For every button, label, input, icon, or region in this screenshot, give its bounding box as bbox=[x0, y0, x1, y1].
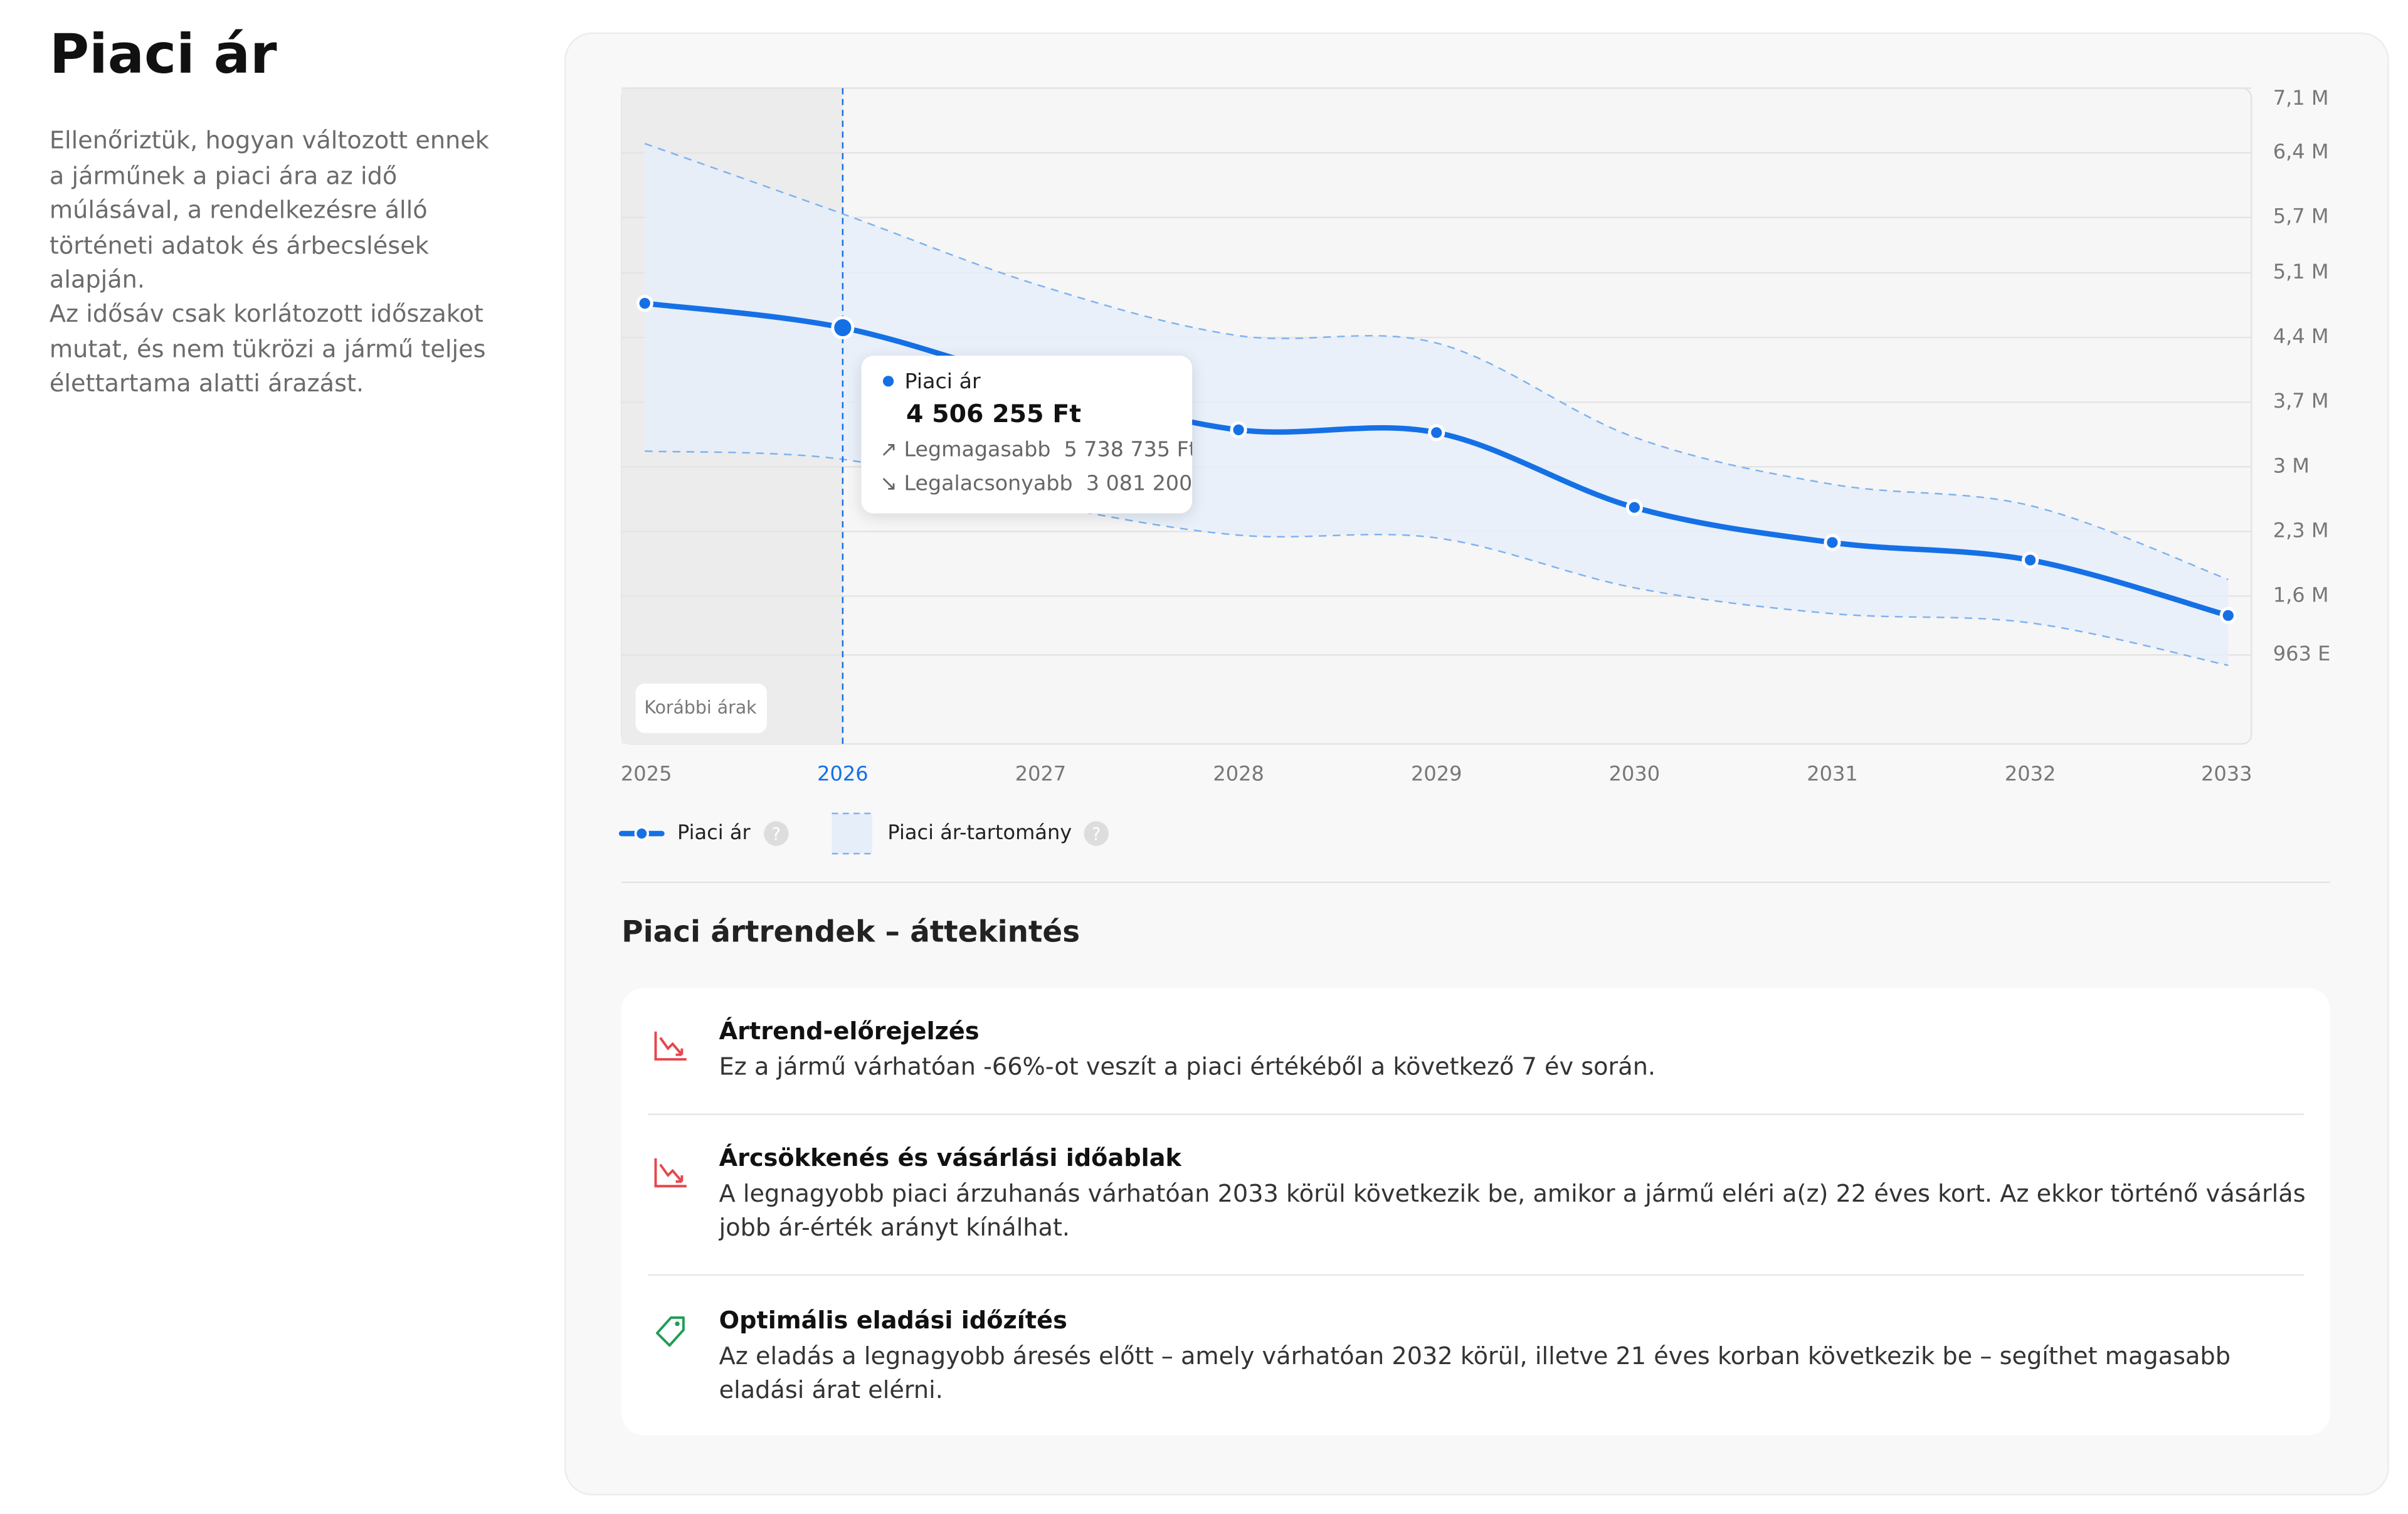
divider bbox=[648, 1113, 2305, 1115]
y-tick-label: 3 M bbox=[2273, 453, 2310, 477]
range-upper bbox=[644, 142, 2229, 581]
tooltip-high: 5 738 735 Ft bbox=[1064, 437, 1193, 463]
legend-label: Piaci ár bbox=[677, 820, 751, 844]
legend-swatch bbox=[832, 813, 872, 854]
insight: Árcsökkenés és vásárlási időablak A legna… bbox=[719, 1141, 2312, 1246]
x-tick-label: 2027 bbox=[1015, 761, 1067, 785]
insights: Ártrend-előrejelzés Ez a jármű várhatóan … bbox=[621, 988, 2330, 1436]
y-tick-label: 5,7 M bbox=[2273, 204, 2329, 228]
insight-title: Optimális eladási időzítés bbox=[719, 1306, 1067, 1335]
description: Ellenőriztük, hogyan változott ennek a j… bbox=[49, 127, 489, 294]
tooltip-value: 4 506 255 Ft bbox=[906, 399, 1082, 429]
y-tick-label: 7,1 M bbox=[2273, 86, 2329, 110]
y-tick-label: 2,3 M bbox=[2273, 518, 2329, 542]
history-label: Korábbi árak bbox=[644, 697, 757, 717]
divider bbox=[648, 1274, 2305, 1276]
x-tick-label: 2033 bbox=[2201, 761, 2252, 785]
help-mark: ? bbox=[1092, 825, 1101, 844]
insight-title: Árcsökkenés és vásárlási időablak bbox=[719, 1144, 1181, 1173]
tooltip: Piaci ár 4 506 255 Ft ↗ Legmagasabb 5 73… bbox=[861, 356, 1193, 514]
insight-text: Ez a jármű várhatóan -66%-ot veszít a pi… bbox=[719, 1052, 1656, 1081]
y-tick-label: 963 E bbox=[2273, 642, 2331, 665]
legend-dot bbox=[634, 826, 650, 841]
chart: 7,1 M 6,4 M 5,7 M 5,1 M 4,4 M 3,7 M 3 M 2,3 M 1,… bbox=[618, 86, 2331, 855]
x-tick-label: 2028 bbox=[1213, 761, 1264, 785]
insight-text: Az eladás a legnagyobb áresés előtt – am… bbox=[719, 1342, 2231, 1404]
insight-title: Ártrend-előrejelzés bbox=[719, 1017, 980, 1046]
tooltip-dot bbox=[882, 376, 894, 387]
tag-icon bbox=[655, 1316, 685, 1347]
history-badge bbox=[635, 683, 768, 733]
tooltip-low-label: Legalacsonyabb bbox=[904, 472, 1073, 497]
section-title: Piaci ártrendek – áttekintés bbox=[621, 915, 1080, 950]
x-tick-label: 2026 bbox=[817, 761, 869, 785]
tooltip-high-label: Legmagasabb bbox=[904, 437, 1051, 463]
trend-icon bbox=[654, 1158, 687, 1188]
legend-swatch-edge bbox=[832, 812, 872, 855]
insight: Optimális eladási időzítés Az eladás a le… bbox=[719, 1304, 2312, 1408]
help-icon bbox=[764, 821, 789, 846]
y-tick-label: 1,6 M bbox=[2273, 583, 2329, 606]
x-tick-label: 2029 bbox=[1411, 761, 1462, 785]
range-lower bbox=[645, 450, 2229, 667]
x-tick-label: 2030 bbox=[1609, 761, 1661, 785]
price-point bbox=[1625, 499, 1643, 516]
help-mark: ? bbox=[772, 825, 781, 844]
title: Piaci ár bbox=[49, 24, 277, 87]
tooltip-low: 3 081 200 Ft bbox=[1085, 472, 1193, 497]
x-tick-label: 2032 bbox=[2005, 761, 2056, 785]
price-point bbox=[2022, 551, 2039, 569]
insight-text: A legnagyobb piaci árzuhanás várhatóan 2… bbox=[719, 1179, 2306, 1242]
legend-label: Piaci ár-tartomány bbox=[887, 820, 1072, 844]
price-point bbox=[1230, 421, 1247, 438]
trend-icon bbox=[654, 1031, 687, 1061]
price-point bbox=[2219, 606, 2237, 624]
y-tick-label: 5,1 M bbox=[2273, 260, 2329, 283]
divider bbox=[621, 881, 2330, 883]
description: Az idősáv csak korlátozott időszakot mut… bbox=[49, 300, 486, 398]
price-point bbox=[636, 295, 653, 312]
tooltip-series: Piaci ár bbox=[904, 369, 981, 394]
price-point bbox=[1428, 424, 1445, 442]
price-point bbox=[1824, 534, 1841, 551]
insight: Ártrend-előrejelzés Ez a jármű várhatóan … bbox=[719, 1015, 2312, 1084]
x-tick-label: 2031 bbox=[1807, 761, 1858, 785]
x-tick-label: 2025 bbox=[621, 761, 672, 785]
y-tick-label: 4,4 M bbox=[2273, 324, 2329, 348]
help-icon bbox=[1084, 821, 1109, 846]
y-tick-label: 6,4 M bbox=[2273, 140, 2329, 164]
price-point bbox=[831, 315, 855, 339]
y-tick-label: 3,7 M bbox=[2273, 389, 2329, 413]
